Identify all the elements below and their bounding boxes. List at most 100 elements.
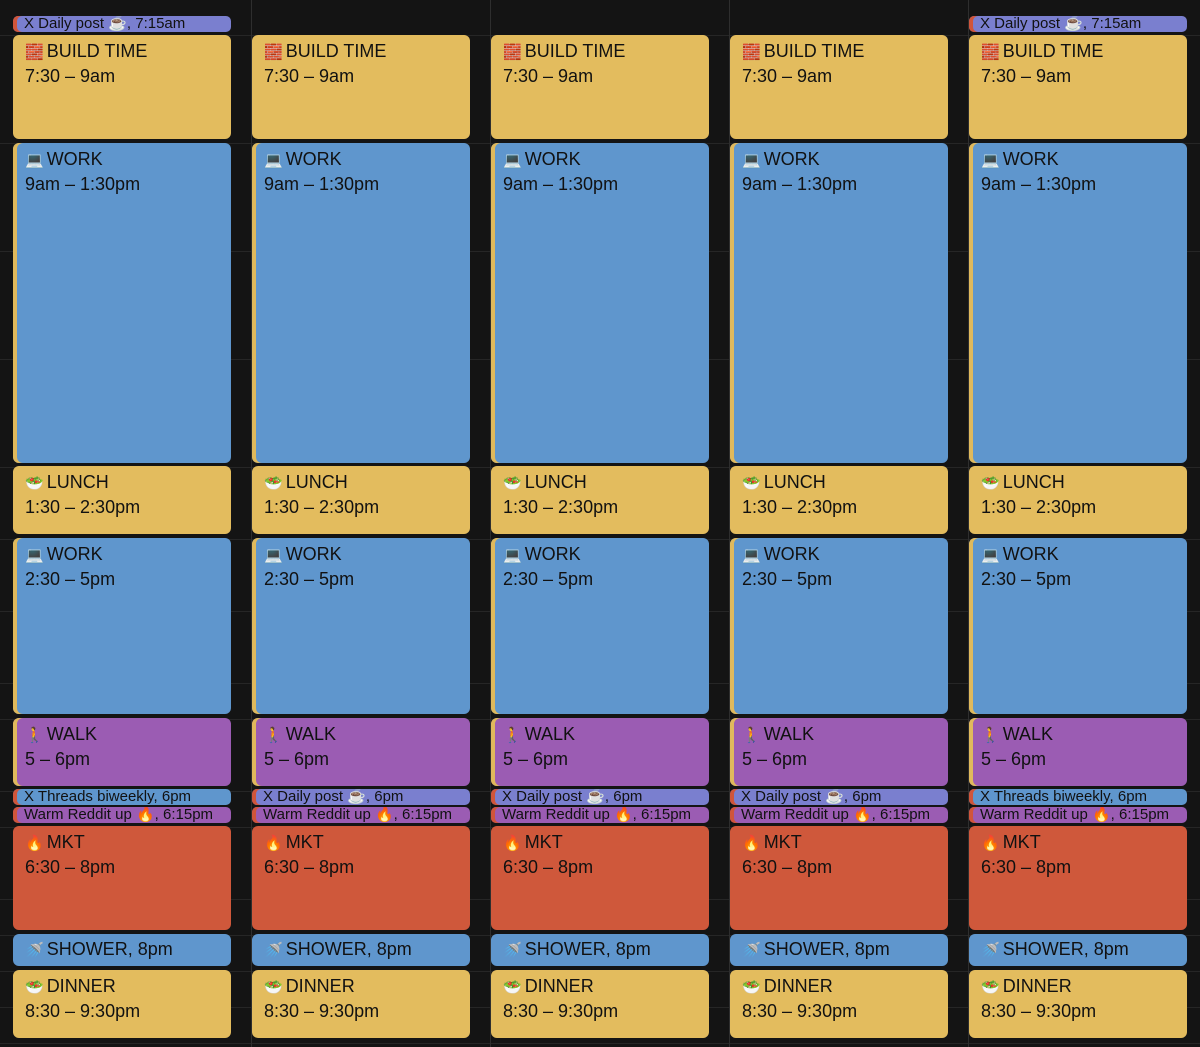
calendar-event[interactable]: 🚶 WALK 5 – 6pm bbox=[491, 718, 709, 786]
event-title-row: 🧱 BUILD TIME bbox=[25, 40, 223, 64]
event-time: 2:30 – 5pm bbox=[742, 569, 833, 589]
calendar-event[interactable]: 🔥 MKT 6:30 – 8pm bbox=[252, 826, 470, 930]
event-title: BUILD TIME bbox=[763, 41, 865, 61]
grid-day-divider bbox=[968, 0, 969, 1047]
calendar-event[interactable]: 🔥 MKT 6:30 – 8pm bbox=[969, 826, 1187, 930]
calendar-event[interactable]: X Daily post ☕️, 7:15am bbox=[13, 16, 231, 32]
calendar-event[interactable]: 🚿 SHOWER, 8pm bbox=[730, 934, 948, 966]
calendar-event[interactable]: X Daily post ☕️, 6pm bbox=[730, 789, 948, 805]
event-time: 6:15pm bbox=[641, 807, 692, 823]
calendar-event[interactable]: 🚶 WALK 5 – 6pm bbox=[969, 718, 1187, 786]
calendar-event[interactable]: 🚶 WALK 5 – 6pm bbox=[730, 718, 948, 786]
calendar-event[interactable]: Warm Reddit up 🔥, 6:15pm bbox=[969, 807, 1187, 823]
calendar-event[interactable]: 💻 WORK 9am – 1:30pm bbox=[730, 143, 948, 463]
calendar-event[interactable]: 🔥 MKT 6:30 – 8pm bbox=[730, 826, 948, 930]
grid-day-divider bbox=[251, 0, 252, 1047]
event-title: BUILD TIME bbox=[46, 41, 148, 61]
calendar-event[interactable]: 🥗 LUNCH 1:30 – 2:30pm bbox=[969, 466, 1187, 534]
event-title: SHOWER bbox=[763, 939, 845, 959]
grid-day-divider bbox=[729, 0, 730, 1047]
event-time: 6:30 – 8pm bbox=[503, 857, 594, 877]
calendar-event[interactable]: X Daily post ☕️, 7:15am bbox=[969, 16, 1187, 32]
calendar-event[interactable]: 🥗 LUNCH 1:30 – 2:30pm bbox=[252, 466, 470, 534]
calendar-event[interactable]: 💻 WORK 2:30 – 5pm bbox=[491, 538, 709, 714]
event-time: 5 – 6pm bbox=[264, 749, 330, 769]
calendar-event[interactable]: 🚿 SHOWER, 8pm bbox=[969, 934, 1187, 966]
calendar-event[interactable]: 🧱 BUILD TIME 7:30 – 9am bbox=[730, 35, 948, 139]
event-time: 7:30 – 9am bbox=[264, 66, 355, 86]
calendar-event[interactable]: X Threads biweekly, 6pm bbox=[969, 789, 1187, 805]
event-title: WALK bbox=[1002, 724, 1054, 744]
event-title-row: X Threads biweekly, 6pm bbox=[980, 789, 1187, 805]
calendar-event[interactable]: 🥗 DINNER 8:30 – 9:30pm bbox=[252, 970, 470, 1038]
calendar-event[interactable]: Warm Reddit up 🔥, 6:15pm bbox=[491, 807, 709, 823]
calendar-event[interactable]: 💻 WORK 2:30 – 5pm bbox=[969, 538, 1187, 714]
event-title: LUNCH bbox=[763, 472, 826, 492]
event-title-row: 🥗 LUNCH bbox=[264, 471, 462, 495]
event-time: 1:30 – 2:30pm bbox=[25, 497, 141, 517]
calendar-event[interactable]: X Daily post ☕️, 6pm bbox=[252, 789, 470, 805]
calendar-event[interactable]: 🥗 LUNCH 1:30 – 2:30pm bbox=[13, 466, 231, 534]
salad-icon: 🥗 bbox=[264, 475, 283, 492]
calendar-event[interactable]: Warm Reddit up 🔥, 6:15pm bbox=[730, 807, 948, 823]
event-time: 6:15pm bbox=[402, 807, 453, 823]
event-title: WORK bbox=[46, 544, 103, 564]
event-title: X Daily post ☕️ bbox=[24, 16, 127, 32]
calendar-event[interactable]: 🔥 MKT 6:30 – 8pm bbox=[13, 826, 231, 930]
event-separator: , bbox=[1109, 789, 1118, 805]
calendar-event[interactable]: 🧱 BUILD TIME 7:30 – 9am bbox=[491, 35, 709, 139]
day-column: X Daily post ☕️, 7:15am 🧱 BUILD TIME 7:30 –… bbox=[969, 0, 1187, 1047]
calendar-event[interactable]: Warm Reddit up 🔥, 6:15pm bbox=[13, 807, 231, 823]
event-time: 9am – 1:30pm bbox=[981, 174, 1097, 194]
calendar-event[interactable]: 💻 WORK 2:30 – 5pm bbox=[13, 538, 231, 714]
calendar-event[interactable]: 💻 WORK 2:30 – 5pm bbox=[730, 538, 948, 714]
calendar-event[interactable]: 💻 WORK 9am – 1:30pm bbox=[252, 143, 470, 463]
day-column: 🧱 BUILD TIME 7:30 – 9am 💻 WORK 9am – 1:30pm 🥗 L… bbox=[491, 0, 709, 1047]
calendar-event[interactable]: 🚿 SHOWER, 8pm bbox=[252, 934, 470, 966]
event-title-row: 🚿 SHOWER, 8pm bbox=[25, 938, 173, 962]
calendar-event[interactable]: 🥗 DINNER 8:30 – 9:30pm bbox=[730, 970, 948, 1038]
calendar-event[interactable]: 🚿 SHOWER, 8pm bbox=[491, 934, 709, 966]
event-time: 6pm bbox=[852, 789, 882, 805]
calendar-event[interactable]: X Daily post ☕️, 6pm bbox=[491, 789, 709, 805]
event-title-row: X Daily post ☕️, 6pm bbox=[741, 789, 948, 805]
event-time: 9am – 1:30pm bbox=[264, 174, 380, 194]
calendar-event[interactable]: 🚶 WALK 5 – 6pm bbox=[252, 718, 470, 786]
calendar-event[interactable]: X Threads biweekly, 6pm bbox=[13, 789, 231, 805]
event-title: DINNER bbox=[763, 976, 833, 996]
event-title-row: X Daily post ☕️, 6pm bbox=[263, 789, 470, 805]
calendar-event[interactable]: 🥗 DINNER 8:30 – 9:30pm bbox=[491, 970, 709, 1038]
event-time: 8:30 – 9:30pm bbox=[981, 1001, 1097, 1021]
event-title: WALK bbox=[524, 724, 576, 744]
event-title: BUILD TIME bbox=[524, 41, 626, 61]
calendar-event[interactable]: Warm Reddit up 🔥, 6:15pm bbox=[252, 807, 470, 823]
event-time: 7:30 – 9am bbox=[503, 66, 594, 86]
event-time: 5 – 6pm bbox=[25, 749, 91, 769]
calendar-event[interactable]: 🥗 DINNER 8:30 – 9:30pm bbox=[13, 970, 231, 1038]
calendar-event[interactable]: 💻 WORK 9am – 1:30pm bbox=[969, 143, 1187, 463]
calendar-event[interactable]: 🥗 LUNCH 1:30 – 2:30pm bbox=[491, 466, 709, 534]
calendar-event[interactable]: 🧱 BUILD TIME 7:30 – 9am bbox=[13, 35, 231, 139]
calendar-event[interactable]: 🔥 MKT 6:30 – 8pm bbox=[491, 826, 709, 930]
calendar-event[interactable]: 🧱 BUILD TIME 7:30 – 9am bbox=[252, 35, 470, 139]
calendar-event[interactable]: 💻 WORK 9am – 1:30pm bbox=[491, 143, 709, 463]
event-title: SHOWER bbox=[524, 939, 606, 959]
calendar-event[interactable]: 🧱 BUILD TIME 7:30 – 9am bbox=[969, 35, 1187, 139]
calendar-event[interactable]: 💻 WORK 2:30 – 5pm bbox=[252, 538, 470, 714]
event-title: MKT bbox=[1002, 832, 1041, 852]
event-time: 2:30 – 5pm bbox=[264, 569, 355, 589]
calendar-event[interactable]: 🚶 WALK 5 – 6pm bbox=[13, 718, 231, 786]
event-title-row: 💻 WORK bbox=[742, 543, 940, 567]
event-title: WALK bbox=[763, 724, 815, 744]
event-title-row: Warm Reddit up 🔥, 6:15pm bbox=[24, 807, 231, 823]
event-title: X Daily post ☕️ bbox=[980, 16, 1083, 32]
shower-icon: 🚿 bbox=[25, 942, 44, 959]
calendar-event[interactable]: 🥗 LUNCH 1:30 – 2:30pm bbox=[730, 466, 948, 534]
fire-icon: 🔥 bbox=[742, 835, 761, 852]
calendar-event[interactable]: 💻 WORK 9am – 1:30pm bbox=[13, 143, 231, 463]
calendar-event[interactable]: 🥗 DINNER 8:30 – 9:30pm bbox=[969, 970, 1187, 1038]
event-title-row: 🧱 BUILD TIME bbox=[742, 40, 940, 64]
brick-icon: 🧱 bbox=[981, 44, 1000, 61]
event-separator: , bbox=[154, 807, 164, 823]
calendar-event[interactable]: 🚿 SHOWER, 8pm bbox=[13, 934, 231, 966]
